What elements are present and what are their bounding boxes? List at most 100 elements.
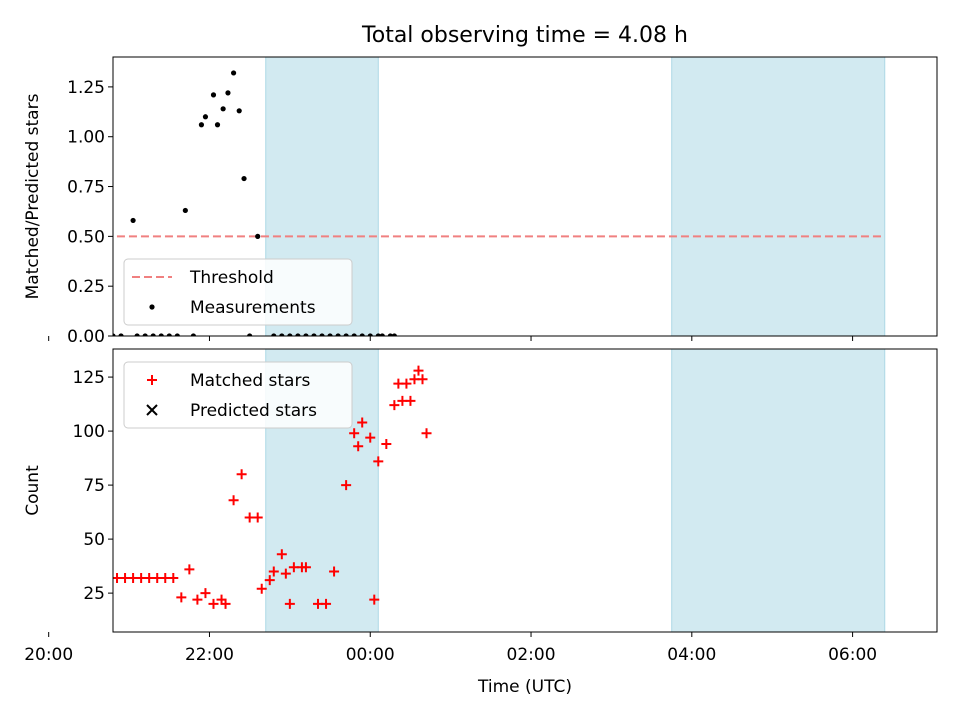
predicted-star-marker: [0, 482, 1, 492]
matched-star-marker: [321, 598, 332, 609]
x-tick-label: 20:00: [24, 645, 73, 665]
x-axis-label: Time (UTC): [477, 677, 572, 697]
x-tick-label: 02:00: [507, 645, 556, 665]
matched-star-marker: [389, 400, 400, 411]
measurement-point: [236, 108, 242, 114]
y-tick-label: 0.00: [67, 327, 105, 347]
y-axis-label: Count: [23, 465, 43, 516]
measurement-point: [134, 333, 140, 336]
measurement-point: [335, 333, 341, 336]
matched-star-marker: [284, 598, 295, 609]
predicted-star-marker: [0, 510, 9, 520]
measurement-point: [343, 333, 349, 336]
measurement-point: [113, 333, 116, 336]
measurement-point: [271, 333, 277, 336]
matched-star-marker: [24, 573, 34, 583]
plot-area: [113, 57, 886, 336]
matched-star-marker: [256, 583, 267, 594]
top-panel: 0.00 0.25 0.50 0.75 1.00 1.25 Matched/Predicte…: [23, 23, 938, 347]
y-tick-label: 100: [73, 422, 105, 442]
matched-star-marker: [64, 573, 74, 583]
measurement-point: [182, 207, 188, 214]
measurement-point: [214, 122, 221, 128]
matched-star-marker: [72, 573, 82, 583]
bottom-panel: 25507510012518:0020:0022:0000:0002:0004:…: [0, 348, 938, 697]
chart-title: Total observing time = 4.08 h: [361, 23, 688, 48]
matched-star-marker: [88, 573, 98, 583]
measurement-point: [230, 70, 237, 76]
measurement-point: [220, 106, 226, 112]
measurement-point: [198, 122, 205, 128]
axes-frame: [112, 56, 938, 337]
measurement-point: [367, 333, 373, 336]
matched-star-marker: [365, 432, 376, 443]
matched-star-marker: [401, 378, 412, 389]
matched-star-marker: [413, 365, 424, 376]
matched-star-marker: [16, 573, 26, 583]
matched-star-marker: [373, 456, 384, 467]
legend-box: [123, 258, 353, 326]
measurement-point: [210, 92, 217, 98]
matched-star-marker: [192, 594, 203, 605]
matched-star-marker: [40, 573, 50, 583]
legend-label: Matched stars: [190, 371, 310, 391]
matched-star-marker: [405, 395, 416, 406]
legend-label: Predicted stars: [190, 401, 317, 421]
y-tick-label: 75: [83, 476, 105, 496]
measurement-point: [351, 333, 357, 336]
matched-star-marker: [369, 594, 380, 605]
matched-star-marker: [176, 592, 187, 603]
measurement-point: [255, 233, 261, 239]
y-tick-label: 1.00: [67, 128, 105, 148]
measurement-point: [303, 333, 309, 336]
y-tick-label: 25: [83, 584, 105, 604]
matched-star-marker: [168, 572, 179, 583]
y-tick-label: 0.25: [67, 277, 105, 297]
measurement-point: [327, 333, 333, 336]
axes-frame: [112, 348, 938, 633]
matched-star-marker: [32, 573, 42, 583]
measurement-point: [241, 175, 247, 182]
y-tick-label: 0.50: [67, 227, 105, 247]
matched-star-marker: [353, 441, 364, 452]
matched-star-marker: [8, 595, 18, 605]
measurement-point: [295, 333, 301, 336]
measurement-point: [391, 333, 397, 336]
measurement-point: [158, 333, 164, 336]
matched-star-marker: [220, 598, 231, 609]
y-tick-label: 1.25: [67, 78, 105, 98]
measurement-point: [247, 333, 253, 336]
matched-star-marker: [56, 573, 66, 583]
matched-star-marker: [208, 598, 219, 609]
measurement-point: [311, 333, 317, 336]
legend-predicted-swatch: [146, 404, 158, 416]
x-tick-label: 04:00: [667, 645, 716, 665]
matched-star-marker: [268, 566, 279, 577]
legend-label: Measurements: [190, 298, 316, 318]
matched-star-marker: [349, 428, 360, 439]
legend-box: [123, 361, 353, 429]
matched-star-marker: [300, 562, 311, 573]
measurement-point: [202, 114, 209, 120]
matched-star-marker: [80, 573, 90, 583]
predicted-star-marker: [12, 504, 22, 514]
matched-star-marker: [200, 588, 211, 599]
x-tick-label: 06:00: [828, 645, 877, 665]
measurement-point: [225, 90, 231, 96]
measurement-point: [279, 333, 285, 336]
matched-star-marker: [113, 576, 114, 579]
measurement-point: [387, 333, 393, 336]
plot-area: [0, 349, 886, 632]
legend-matched-swatch: [147, 375, 157, 385]
measurement-point: [190, 333, 196, 336]
predicted-star-marker: [8, 519, 18, 529]
y-tick-label: 125: [73, 368, 105, 388]
y-axis-label: Matched/Predicted stars: [23, 93, 43, 299]
matched-star-marker: [228, 495, 239, 506]
measurement-point: [142, 333, 148, 336]
matched-star-marker: [48, 573, 58, 583]
matched-star-marker: [421, 428, 432, 439]
legend-label: Threshold: [189, 268, 274, 288]
measurement-point: [375, 333, 381, 336]
matched-star-marker: [341, 480, 352, 491]
